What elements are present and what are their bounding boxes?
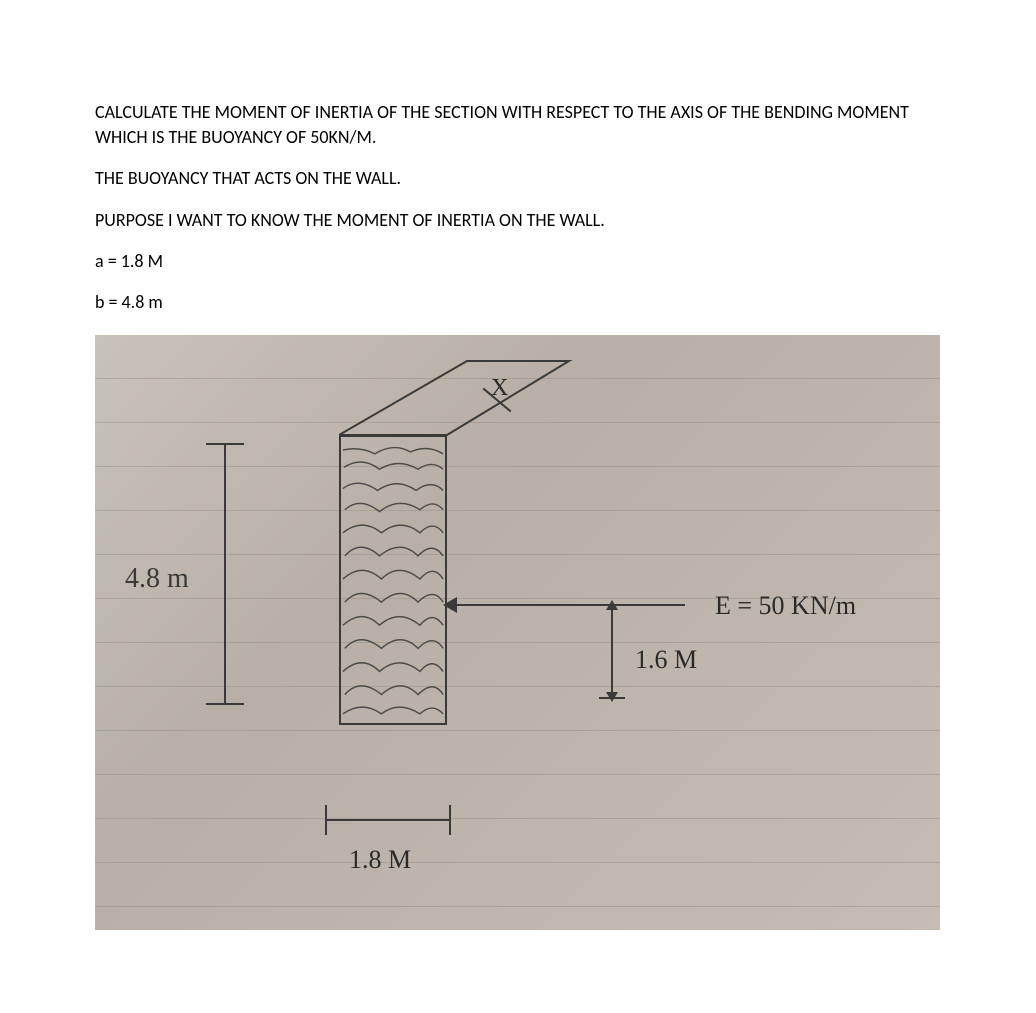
x-axis-label: X [491, 375, 508, 402]
problem-statement: CALCULATE THE MOMENT OF INERTIA OF THE S… [95, 100, 941, 315]
height-dimension-line [220, 443, 230, 705]
given-a: a = 1.8 M [95, 249, 941, 274]
problem-line-1: CALCULATE THE MOMENT OF INERTIA OF THE S… [95, 100, 941, 150]
force-label: E = 50 KN/m [715, 591, 856, 621]
width-dimension-line [325, 813, 451, 827]
given-b: b = 4.8 m [95, 290, 941, 315]
wall-section-rect [339, 435, 447, 725]
dim-vline [224, 443, 226, 705]
hatching-icon [341, 437, 445, 723]
problem-line-2: THE BUOYANCY THAT ACTS ON THE WALL. [95, 166, 941, 191]
width-dimension-label: 1.8 M [349, 845, 411, 875]
problem-line-3: PURPOSE I WANT TO KNOW THE MOMENT OF INE… [95, 208, 941, 233]
dim-hline [325, 819, 451, 821]
engineering-sketch: 4.8 m 1.8 M E = 50 KN/m 1.6 M X [95, 335, 940, 930]
wall-top-parallelogram [339, 353, 599, 443]
dim-cap-top [206, 443, 244, 445]
height-dimension-label: 4.8 m [125, 563, 189, 595]
dim-cap-bottom [206, 703, 244, 705]
force-position-dim-base [599, 697, 625, 699]
force-position-dim-line [611, 608, 613, 694]
sketch-photo: 4.8 m 1.8 M E = 50 KN/m 1.6 M X [95, 335, 940, 930]
force-arrow [455, 604, 685, 606]
dim-cap-right [449, 805, 451, 835]
force-position-label: 1.6 M [635, 645, 697, 675]
dim-cap-left [325, 805, 327, 835]
